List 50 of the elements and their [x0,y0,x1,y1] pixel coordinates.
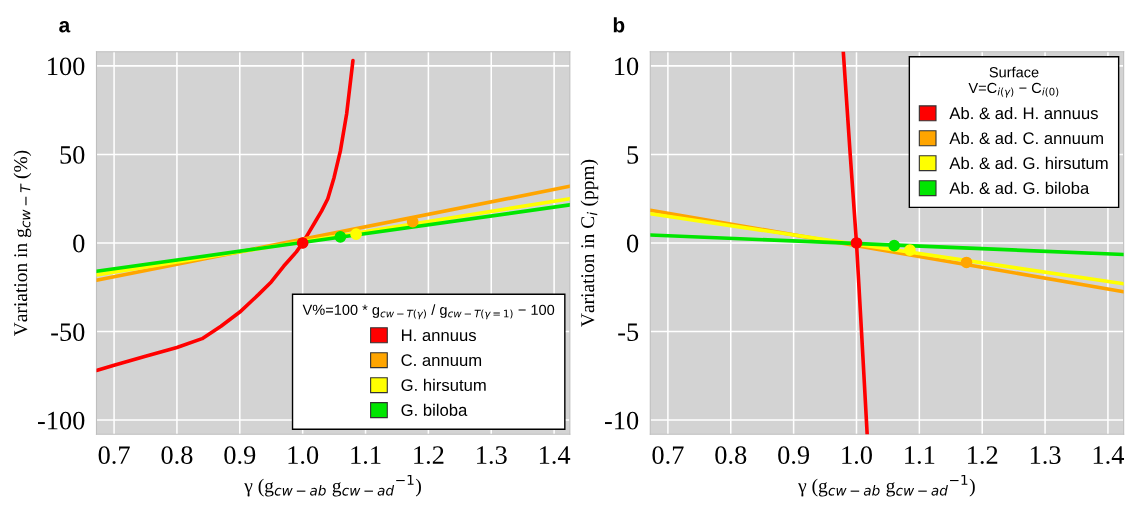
y-tick-label: -5 [618,323,639,341]
point [888,239,901,252]
x-tick-label: 0.9 [224,446,256,465]
line-series [841,51,869,435]
chart-title: b [613,17,625,33]
x-tick-label: 1.4 [1093,446,1125,465]
y-tick-label: 50 [60,146,85,164]
x-tick-label: 1.0 [842,446,872,465]
x-tick-label: 1.3 [1030,446,1061,465]
point [904,244,916,256]
legend-label: G. biloba [401,403,468,416]
x-axis-title: γ (g$_{cw−ab}$ g$_{cw−ad}$$^{−1}$) [244,474,421,497]
y-tick-label: 100 [48,57,85,76]
x-tick-label: 0.8 [161,446,193,465]
legend-label: Ab. & ad. G. hirsutum [949,156,1108,170]
y-tick-label: 0 [73,234,85,253]
y-tick-label: -100 [37,411,85,430]
y-axis-title: Variation in C$_{i}$ (ppm) [580,159,599,327]
x-tick-label: 1.1 [351,446,381,465]
y-tick-label: -50 [51,323,85,341]
x-tick-label: 1.3 [477,446,507,465]
x-tick-label: 1.2 [968,446,998,465]
x-tick-label: 0.7 [98,446,130,465]
legend-label: Ab. & ad. H. annuus [949,106,1098,120]
x-tick-label: 1.4 [539,446,571,465]
x-tick-label: 0.8 [715,446,747,465]
legend-label: Ab. & ad. C. annuum [949,131,1103,145]
x-tick-label: 0.9 [778,446,810,465]
legend-label: Ab. & ad. G. biloba [949,181,1090,195]
legend-label: C. annuum [401,354,482,367]
legend-label: G. hirsutum [401,378,486,392]
y-axis-title: Variation in g$_{cw−T}$ (%) [13,150,32,337]
point [350,228,362,240]
y-tick-label: 5 [627,146,639,164]
x-axis-title: γ (g$_{cw−ab}$ g$_{cw−ad}$$^{−1}$) [798,474,975,497]
x-tick-label: 0.7 [652,446,684,465]
y-tick-label: 0 [627,234,639,253]
y-tick-label: 10 [615,57,639,76]
legend-title: V%=100 * g$_{cw−T(γ)}$ / g$_{cw−T(γ=1)}$ − 100 [302,304,555,320]
legend-label: H. annuus [401,329,476,342]
point [334,230,347,243]
x-tick-label: 1.1 [905,446,935,465]
x-tick-label: 1.0 [288,446,319,465]
legend-title: Surface V=C$_{i(γ)}$ − C$_{i(0)}$ [968,66,1059,98]
point [960,256,973,269]
x-tick-label: 1.2 [414,446,444,465]
point [850,237,863,249]
point [296,237,309,249]
chart-title: a [59,21,71,33]
y-tick-label: -10 [604,411,639,430]
